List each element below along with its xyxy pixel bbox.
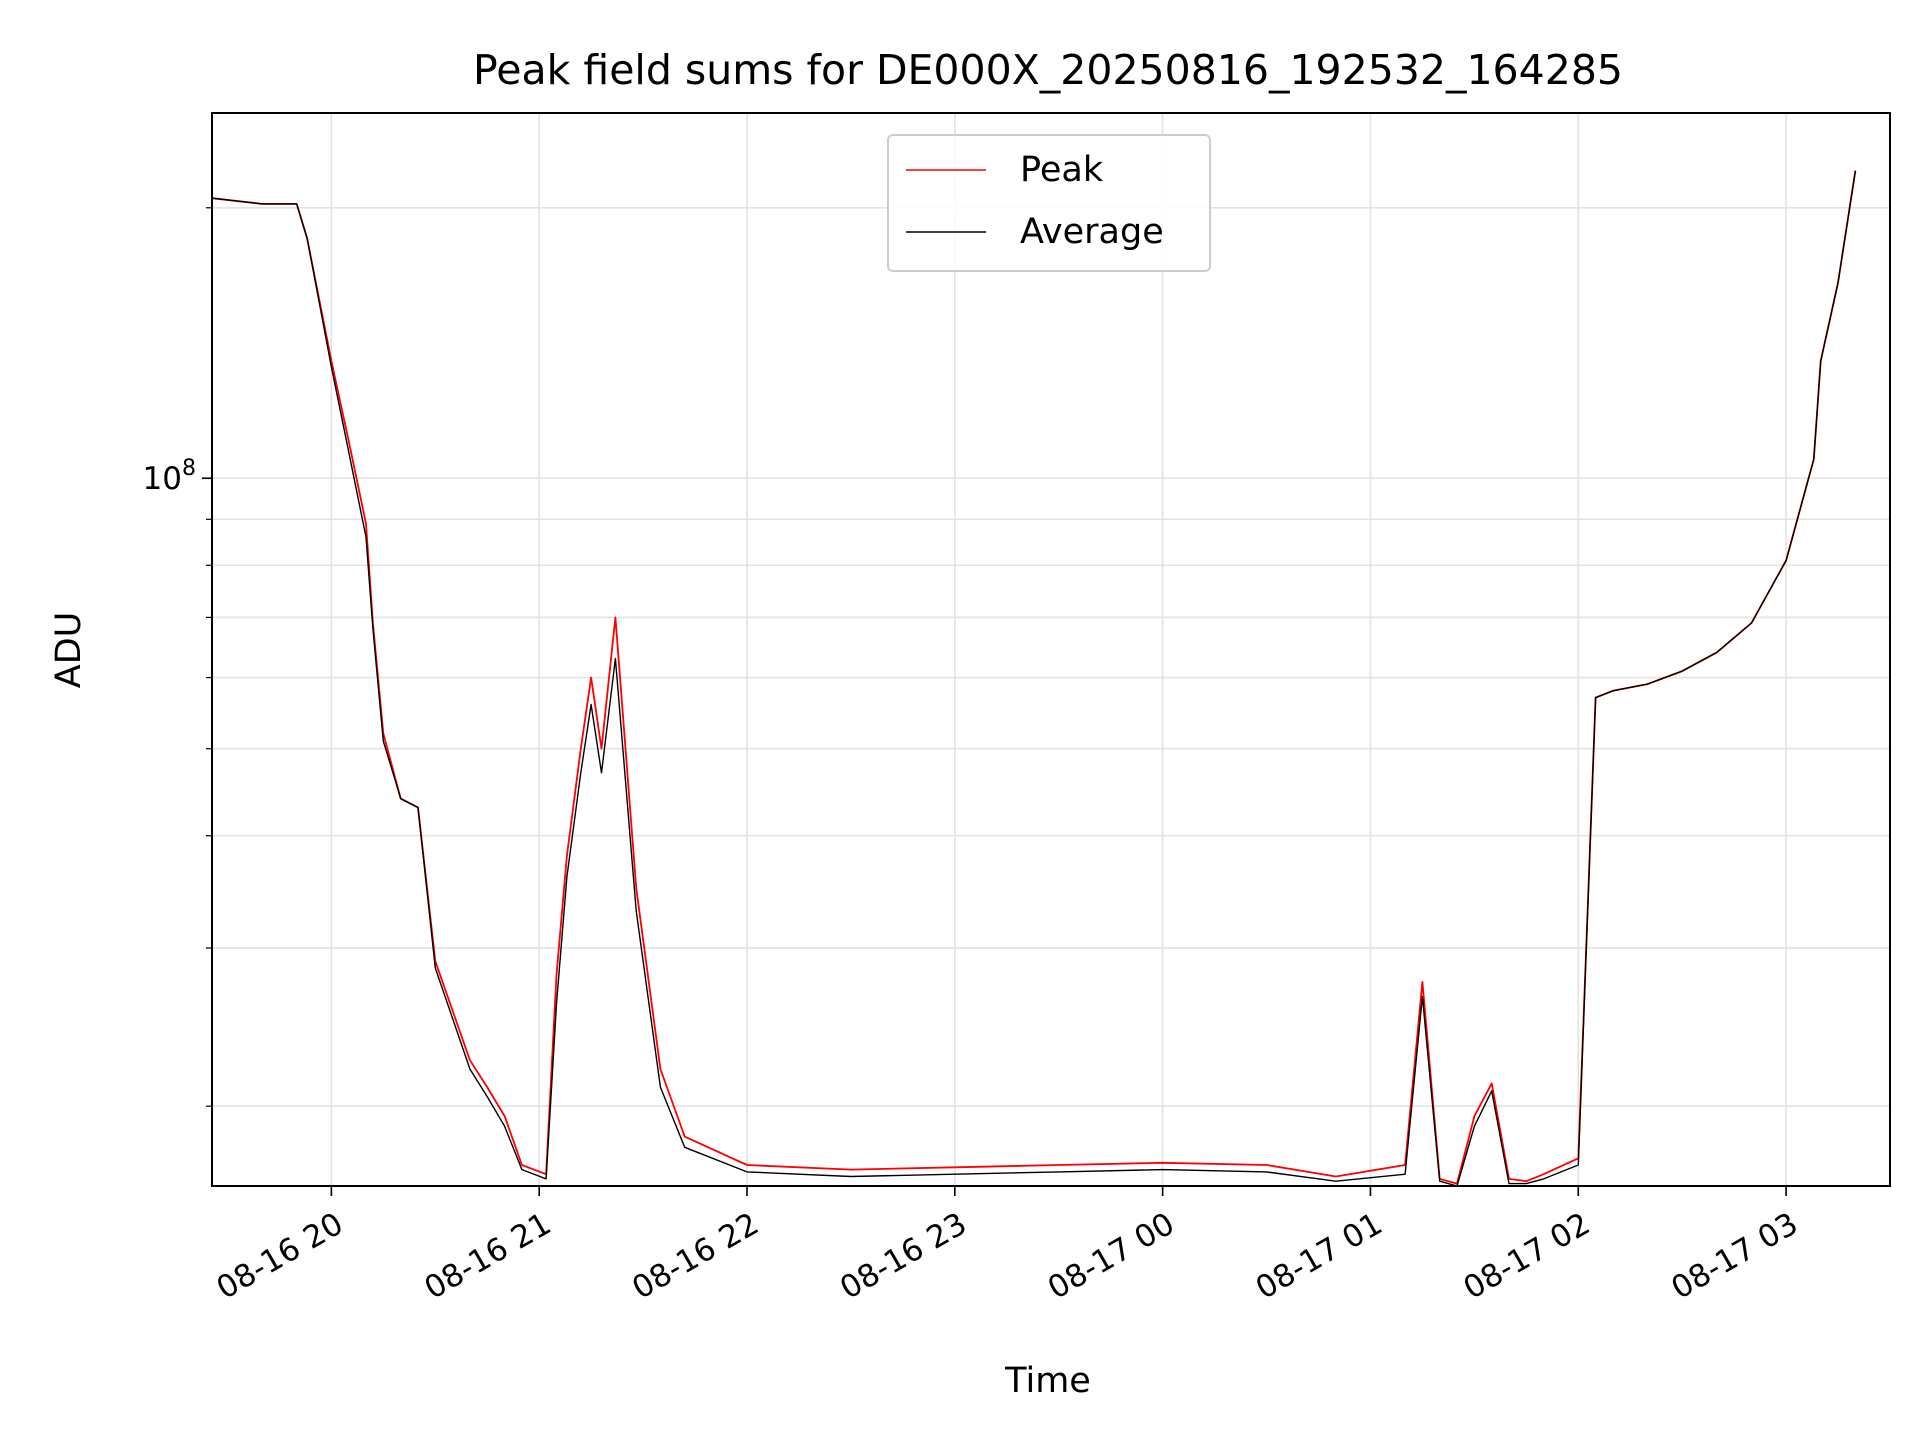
legend: Peak Average — [887, 134, 1211, 272]
series-line-average — [212, 170, 1857, 1186]
grid-layer — [212, 113, 1890, 1186]
series-layer — [212, 170, 1857, 1186]
legend-label-peak: Peak — [1020, 150, 1104, 190]
legend-label-average: Average — [1020, 212, 1164, 252]
y-axis-label: ADU — [49, 612, 89, 689]
x-axis-label: Time — [1004, 1361, 1091, 1401]
plot-frame — [211, 112, 1891, 1187]
chart-title: Peak field sums for DE000X_20250816_1925… — [473, 46, 1623, 94]
legend-box — [887, 134, 1211, 272]
